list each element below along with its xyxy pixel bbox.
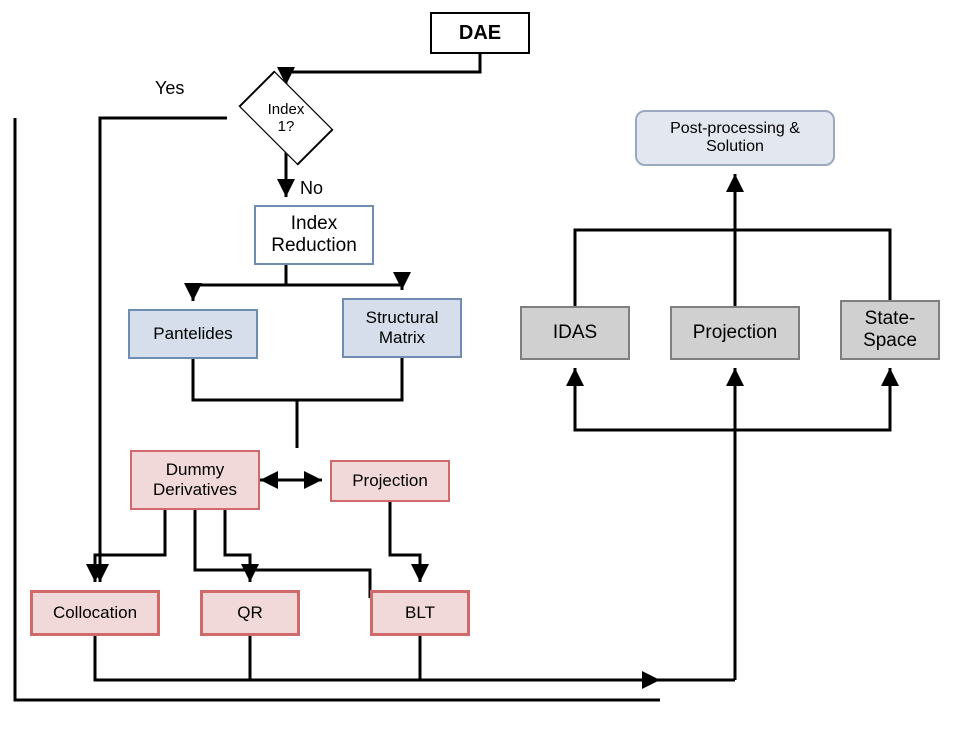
label-no: No: [300, 178, 323, 199]
edge-pan-struc-merge: [193, 358, 402, 400]
node-index1-label: Index 1?: [265, 101, 307, 135]
node-projection: Projection: [330, 460, 450, 502]
node-statespace: State- Space: [840, 300, 940, 360]
edge-ss-up: [735, 230, 890, 300]
node-indexred: Index Reduction: [254, 205, 374, 265]
edge-idas-up: [575, 230, 735, 306]
node-index1: Index 1?: [244, 76, 328, 160]
label-yes: Yes: [155, 78, 184, 99]
edge-dummy-qr: [225, 510, 250, 582]
edge-idas-branch: [575, 368, 735, 430]
node-blt: BLT: [370, 590, 470, 636]
edge-ss-branch: [735, 368, 890, 430]
edge-proj-blt: [390, 502, 420, 582]
node-dae: DAE: [430, 12, 530, 54]
node-idas: IDAS: [520, 306, 630, 360]
node-pantelides: Pantelides: [128, 309, 258, 359]
node-postproc: Post-processing & Solution: [635, 110, 835, 166]
node-gproj: Projection: [670, 306, 800, 360]
node-structural: Structural Matrix: [342, 298, 462, 358]
edge-dummy-blt: [195, 510, 370, 598]
node-qr: QR: [200, 590, 300, 636]
node-dummy: Dummy Derivatives: [130, 450, 260, 510]
node-collocation: Collocation: [30, 590, 160, 636]
flowchart-canvas: DAE Index 1? Yes No Index Reduction Pantelide…: [0, 0, 973, 749]
edge-ired-fanL: [193, 265, 286, 301]
edge-bottom-bus: [95, 636, 660, 680]
edge-ired-fanR: [286, 265, 402, 290]
edge-dummy-coll: [95, 510, 165, 582]
